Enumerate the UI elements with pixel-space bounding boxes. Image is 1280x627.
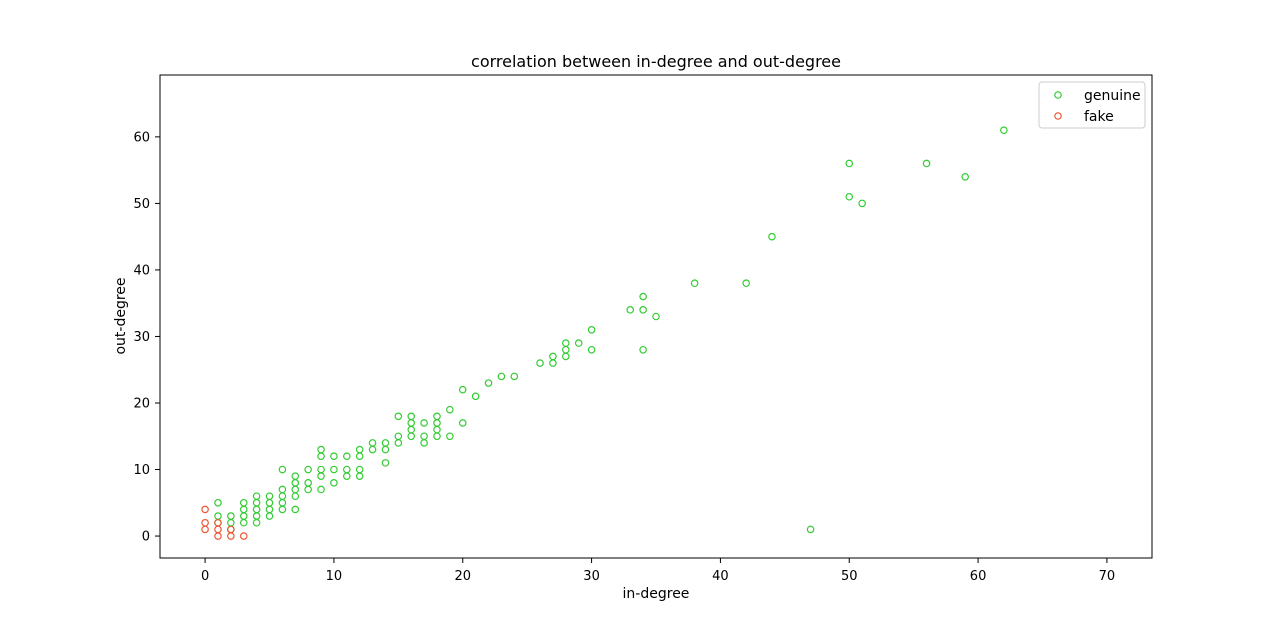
data-point-genuine (317, 452, 325, 461)
x-axis-label: in-degree (623, 586, 690, 602)
data-point-genuine (291, 492, 300, 500)
y-tick-label: 60 (133, 130, 150, 145)
data-point-genuine (626, 306, 635, 314)
data-point-genuine (639, 345, 647, 354)
data-point-genuine (381, 445, 390, 454)
y-tick-label: 20 (133, 396, 150, 411)
data-point-genuine (484, 379, 493, 387)
data-point-genuine (806, 525, 815, 534)
data-point-genuine (239, 518, 248, 527)
series-fake (201, 505, 248, 540)
data-point-genuine (343, 472, 351, 480)
data-point-fake (201, 525, 209, 534)
data-point-genuine (252, 518, 261, 527)
data-point-genuine (458, 419, 467, 427)
plot-area-frame (159, 74, 1153, 559)
data-point-genuine (845, 192, 854, 201)
y-tick-label: 50 (133, 197, 150, 212)
data-point-genuine (446, 432, 454, 441)
data-point-genuine (394, 439, 403, 447)
data-point-genuine (536, 359, 544, 367)
data-point-genuine (562, 352, 570, 361)
legend-marker-fake (1054, 112, 1062, 120)
data-point-genuine (420, 419, 428, 427)
x-tick-label: 40 (712, 569, 729, 584)
data-point-genuine (587, 345, 596, 354)
data-point-genuine (1000, 126, 1008, 135)
data-point-genuine (961, 172, 969, 181)
x-tick-label: 60 (970, 569, 987, 584)
data-point-fake (201, 505, 209, 514)
data-points (201, 126, 1008, 540)
data-point-genuine (420, 439, 428, 447)
legend-marker-genuine (1054, 91, 1062, 99)
legend-box (1038, 81, 1146, 129)
data-point-genuine (381, 459, 390, 467)
legend-label-fake: fake (1084, 109, 1114, 125)
data-point-genuine (471, 392, 480, 401)
data-point-genuine (330, 479, 338, 487)
data-point-genuine (433, 432, 441, 441)
x-tick-label: 0 (201, 569, 209, 584)
data-point-genuine (265, 512, 274, 520)
y-axis-label: out-degree (113, 277, 129, 354)
data-point-genuine (278, 505, 287, 514)
x-tick-label: 20 (454, 569, 471, 584)
data-point-genuine (343, 452, 351, 461)
data-point-genuine (574, 339, 583, 347)
data-point-genuine (639, 306, 647, 314)
x-tick-label: 30 (583, 569, 600, 584)
legend-label-genuine: genuine (1084, 88, 1141, 104)
chart-title: correlation between in-degree and out-de… (471, 52, 841, 71)
data-point-genuine (394, 412, 403, 421)
series-genuine (214, 126, 1008, 534)
y-axis-ticks: 0 10 20 30 40 50 60 (133, 130, 160, 545)
x-tick-label: 10 (326, 569, 343, 584)
data-point-genuine (317, 472, 325, 480)
y-tick-label: 40 (133, 263, 150, 278)
data-point-genuine (304, 465, 312, 474)
y-tick-label: 0 (142, 530, 150, 545)
y-tick-label: 30 (133, 330, 150, 345)
data-point-genuine (497, 372, 506, 381)
data-point-fake (239, 532, 248, 540)
data-point-genuine (845, 159, 854, 168)
legend: genuine fake (1038, 81, 1146, 129)
x-tick-label: 70 (1099, 569, 1116, 584)
data-point-genuine (742, 279, 750, 288)
x-tick-label: 50 (841, 569, 858, 584)
data-point-fake (214, 532, 222, 540)
data-point-fake (227, 532, 235, 540)
data-point-genuine (214, 498, 222, 507)
x-axis-ticks: 0 10 20 30 40 50 60 70 (201, 558, 1115, 584)
data-point-genuine (407, 432, 416, 441)
data-point-genuine (768, 232, 776, 241)
data-point-genuine (652, 312, 660, 321)
data-point-genuine (458, 385, 467, 394)
data-point-genuine (639, 292, 647, 301)
data-point-genuine (291, 505, 300, 514)
data-point-genuine (858, 199, 866, 208)
data-point-genuine (549, 359, 557, 367)
data-point-genuine (317, 485, 325, 494)
data-point-genuine (368, 445, 377, 454)
data-point-genuine (304, 485, 312, 494)
data-point-genuine (355, 452, 364, 461)
data-point-genuine (690, 279, 699, 288)
data-point-genuine (446, 405, 454, 414)
data-point-genuine (922, 159, 931, 168)
data-point-genuine (355, 472, 364, 480)
data-point-genuine (278, 465, 287, 474)
data-point-genuine (330, 465, 338, 474)
data-point-genuine (587, 326, 596, 334)
data-point-genuine (510, 372, 519, 381)
y-tick-label: 10 (133, 463, 150, 478)
data-point-genuine (330, 452, 338, 461)
